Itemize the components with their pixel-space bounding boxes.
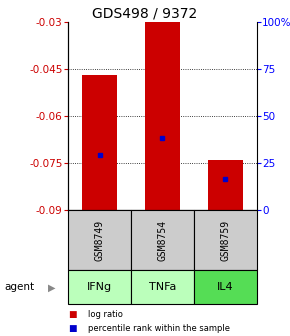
Text: ■: ■ xyxy=(68,324,77,333)
Text: ■: ■ xyxy=(68,310,77,319)
Text: percentile rank within the sample: percentile rank within the sample xyxy=(88,324,231,333)
Bar xyxy=(68,210,131,270)
Bar xyxy=(194,270,257,304)
Bar xyxy=(131,270,194,304)
Text: TNFa: TNFa xyxy=(149,282,176,292)
Text: GDS498 / 9372: GDS498 / 9372 xyxy=(93,6,197,20)
Bar xyxy=(131,210,194,270)
Bar xyxy=(145,22,180,210)
Text: IL4: IL4 xyxy=(217,282,233,292)
Text: GSM8759: GSM8759 xyxy=(220,220,230,261)
Bar xyxy=(194,210,257,270)
Text: agent: agent xyxy=(4,282,35,292)
Bar xyxy=(82,75,117,210)
Text: log ratio: log ratio xyxy=(88,310,123,319)
Bar xyxy=(208,160,242,210)
Text: ▶: ▶ xyxy=(48,282,55,292)
Text: IFNg: IFNg xyxy=(87,282,112,292)
Bar xyxy=(68,270,131,304)
Text: GSM8754: GSM8754 xyxy=(157,220,167,261)
Text: GSM8749: GSM8749 xyxy=(95,220,105,261)
